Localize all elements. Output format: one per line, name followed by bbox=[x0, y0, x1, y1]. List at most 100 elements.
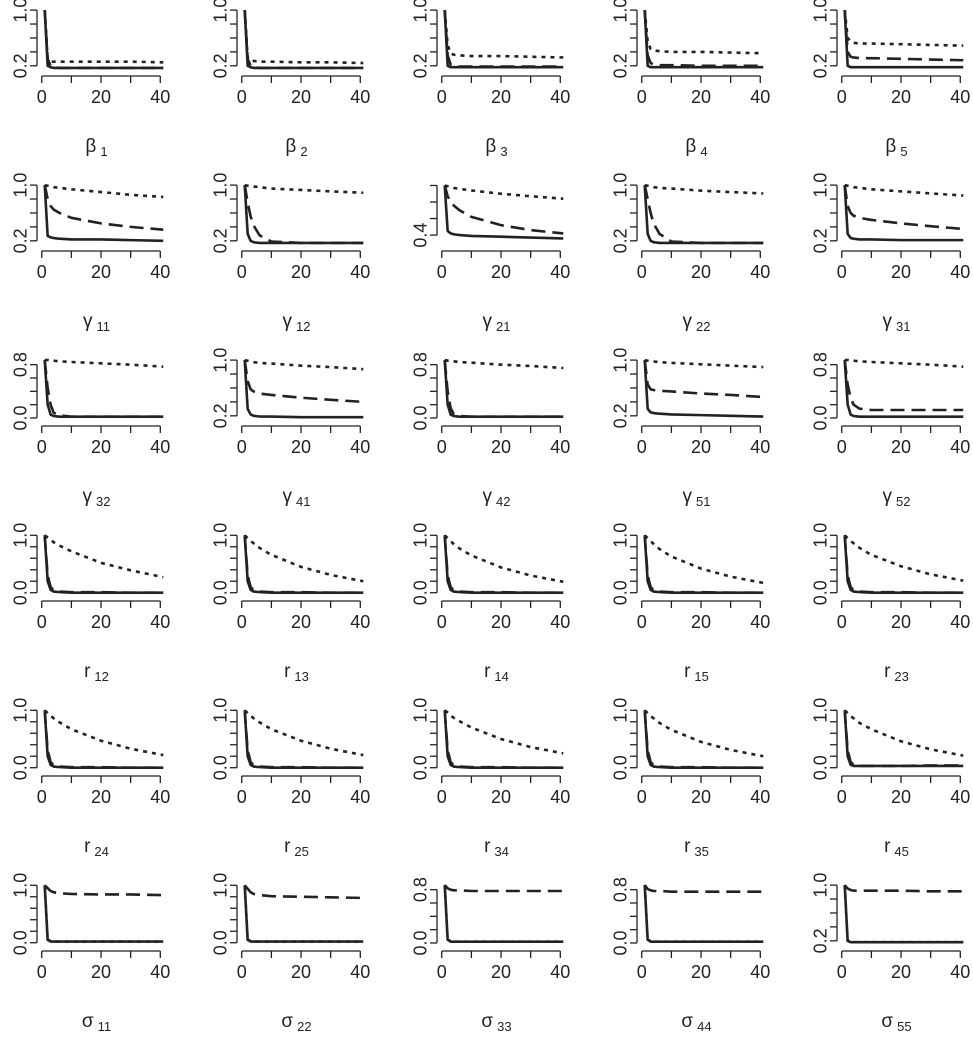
x-tick-label: 0 bbox=[37, 87, 47, 107]
panel: 0.2 1.0 0 20 40 γ 51 bbox=[610, 348, 770, 509]
y-tick-label: 0.0 bbox=[410, 930, 430, 955]
label-subscript: 13 bbox=[294, 669, 308, 684]
y-tick-label: 1.0 bbox=[10, 523, 30, 548]
label-symbol: r bbox=[884, 836, 891, 857]
x-tick-label: 40 bbox=[550, 787, 570, 807]
y-tick-label: 0.4 bbox=[410, 223, 430, 248]
x-axis-label: r 25 bbox=[284, 836, 309, 859]
x-tick-label: 20 bbox=[691, 787, 711, 807]
panel: 0.0 1.0 0 20 40 r 14 bbox=[410, 523, 570, 684]
x-tick-label: 20 bbox=[691, 262, 711, 282]
x-tick-label: 0 bbox=[237, 787, 247, 807]
label-subscript: 22 bbox=[696, 319, 710, 334]
panel: 0.2 1.0 0 20 40 β 5 bbox=[810, 0, 970, 159]
series-line bbox=[243, 10, 364, 70]
x-tick-label: 40 bbox=[750, 787, 770, 807]
label-subscript: 42 bbox=[496, 494, 510, 509]
label-subscript: 12 bbox=[296, 319, 310, 334]
x-tick-label: 0 bbox=[437, 787, 447, 807]
series-line bbox=[443, 535, 564, 594]
series-line bbox=[243, 884, 364, 900]
x-axis-label: σ 11 bbox=[82, 1011, 111, 1034]
label-subscript: 2 bbox=[300, 144, 307, 159]
label-subscript: 14 bbox=[494, 669, 508, 684]
x-tick-label: 40 bbox=[550, 262, 570, 282]
label-subscript: 11 bbox=[98, 1019, 112, 1034]
y-tick-label: 0.2 bbox=[610, 228, 630, 253]
y-tick-label: 1.0 bbox=[10, 173, 30, 198]
x-tick-label: 40 bbox=[550, 87, 570, 107]
series-line bbox=[843, 709, 964, 757]
y-tick-label: 1.0 bbox=[210, 0, 230, 23]
label-subscript: 44 bbox=[697, 1019, 711, 1034]
y-tick-label: 1.0 bbox=[210, 873, 230, 898]
series-line bbox=[443, 710, 564, 769]
y-tick-label: 1.0 bbox=[210, 173, 230, 198]
y-tick-label: 0.2 bbox=[210, 53, 230, 78]
x-tick-label: 20 bbox=[491, 262, 511, 282]
label-symbol: β bbox=[685, 136, 696, 157]
x-axis-label: r 12 bbox=[84, 661, 109, 684]
series-line bbox=[243, 359, 364, 404]
y-tick-label: 0.0 bbox=[10, 405, 30, 430]
x-tick-label: 20 bbox=[691, 612, 711, 632]
x-tick-label: 0 bbox=[237, 437, 247, 457]
label-subscript: 24 bbox=[94, 844, 108, 859]
x-tick-label: 40 bbox=[150, 962, 170, 982]
series-line bbox=[243, 360, 364, 419]
series-line bbox=[443, 884, 564, 893]
series-line bbox=[643, 184, 764, 245]
label-symbol: γ bbox=[283, 311, 293, 332]
y-tick-label: 1.0 bbox=[410, 698, 430, 723]
label-symbol: r bbox=[84, 836, 91, 857]
label-subscript: 1 bbox=[100, 144, 107, 159]
y-tick-label: 0.0 bbox=[210, 930, 230, 955]
series-line bbox=[843, 359, 964, 412]
label-symbol: r bbox=[484, 661, 491, 682]
y-tick-label: 0.2 bbox=[610, 403, 630, 428]
x-axis-label: γ 51 bbox=[683, 486, 711, 509]
y-tick-label: 1.0 bbox=[10, 698, 30, 723]
y-tick-label: 0.0 bbox=[10, 755, 30, 780]
series-line bbox=[443, 9, 564, 59]
x-tick-label: 20 bbox=[91, 262, 111, 282]
panel: 0.0 1.0 0 20 40 σ 11 bbox=[10, 873, 170, 1034]
series-line bbox=[843, 885, 964, 944]
label-symbol: γ bbox=[883, 486, 893, 507]
series-line bbox=[443, 709, 564, 755]
x-axis-label: σ 22 bbox=[281, 1011, 311, 1034]
series-line bbox=[43, 710, 164, 769]
x-tick-label: 0 bbox=[37, 962, 47, 982]
series-line bbox=[243, 185, 364, 245]
series-line bbox=[243, 710, 364, 769]
x-tick-label: 0 bbox=[837, 87, 847, 107]
x-tick-label: 20 bbox=[891, 437, 911, 457]
x-axis-label: γ 32 bbox=[83, 486, 111, 509]
series-line bbox=[843, 710, 964, 768]
x-tick-label: 20 bbox=[491, 962, 511, 982]
label-symbol: σ bbox=[281, 1011, 293, 1032]
panel: 0.0 1.0 0 20 40 r 24 bbox=[10, 698, 170, 859]
y-tick-label: 0.2 bbox=[810, 928, 830, 953]
panel: 0.0 1.0 0 20 40 r 35 bbox=[610, 698, 770, 859]
x-tick-label: 20 bbox=[91, 787, 111, 807]
x-tick-label: 20 bbox=[891, 262, 911, 282]
label-subscript: 21 bbox=[496, 319, 510, 334]
series-line bbox=[643, 9, 764, 55]
series-line bbox=[443, 535, 564, 594]
label-symbol: r bbox=[284, 836, 291, 857]
x-axis-label: σ 33 bbox=[481, 1011, 511, 1034]
y-tick-label: 0.0 bbox=[10, 930, 30, 955]
y-tick-label: 1.0 bbox=[810, 698, 830, 723]
x-tick-label: 0 bbox=[237, 612, 247, 632]
x-tick-label: 0 bbox=[837, 262, 847, 282]
label-subscript: 31 bbox=[896, 319, 910, 334]
label-symbol: β bbox=[485, 136, 496, 157]
x-axis-label: r 13 bbox=[284, 661, 309, 684]
y-tick-label: 0.0 bbox=[210, 580, 230, 605]
label-subscript: 51 bbox=[696, 494, 710, 509]
x-tick-label: 20 bbox=[291, 262, 311, 282]
x-axis-label: γ 21 bbox=[483, 311, 511, 334]
